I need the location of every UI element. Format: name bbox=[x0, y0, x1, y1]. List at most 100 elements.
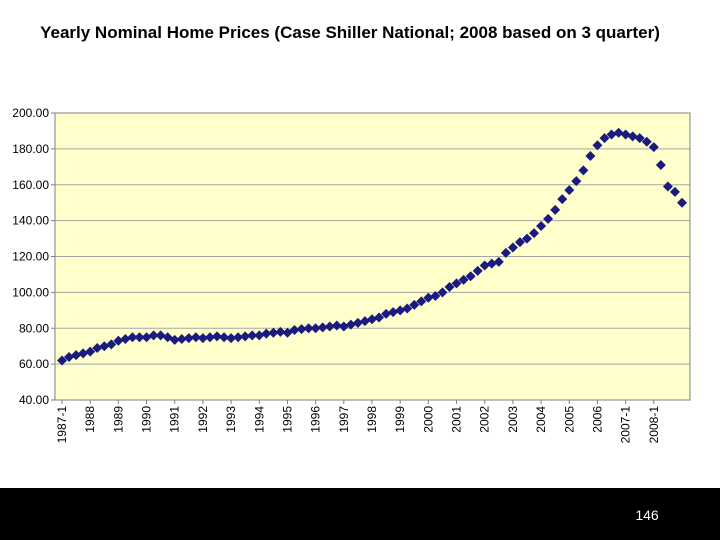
data-point bbox=[522, 233, 532, 244]
x-tick-label: 2000 bbox=[421, 406, 435, 433]
data-point bbox=[275, 326, 286, 337]
data-point bbox=[592, 140, 603, 151]
y-tick-label: 140.00 bbox=[12, 214, 49, 228]
x-tick-label: 2002 bbox=[478, 406, 492, 433]
data-point bbox=[627, 131, 638, 142]
x-tick-label: 1995 bbox=[280, 406, 294, 433]
data-point bbox=[388, 307, 399, 318]
x-tick-label: 1989 bbox=[111, 406, 125, 433]
data-point bbox=[437, 287, 448, 298]
x-tick-label: 2007-1 bbox=[619, 406, 633, 444]
data-point bbox=[247, 330, 258, 341]
data-point bbox=[155, 330, 166, 341]
data-point bbox=[620, 129, 631, 140]
x-tick-label: 2006 bbox=[590, 406, 604, 433]
data-point bbox=[423, 292, 434, 303]
data-point bbox=[493, 256, 504, 267]
data-point bbox=[367, 314, 377, 325]
data-point bbox=[465, 271, 476, 282]
x-tick-label: 1998 bbox=[365, 406, 379, 433]
data-point bbox=[57, 355, 67, 366]
data-point bbox=[233, 332, 244, 343]
data-point bbox=[134, 332, 145, 343]
data-point bbox=[183, 333, 194, 344]
data-point bbox=[430, 290, 441, 301]
data-point bbox=[169, 334, 180, 345]
data-point bbox=[190, 332, 201, 343]
data-point bbox=[543, 213, 554, 224]
data-point bbox=[78, 348, 89, 359]
data-point bbox=[648, 142, 659, 153]
data-point bbox=[268, 327, 279, 338]
chart-svg: 200.00 180.00 160.00 140.00 120.00 100.00 80.0… bbox=[12, 106, 691, 444]
data-point bbox=[120, 334, 131, 345]
data-point bbox=[289, 325, 300, 336]
data-point bbox=[99, 341, 110, 352]
data-point bbox=[296, 324, 307, 335]
y-tick-label: 80.00 bbox=[19, 321, 49, 335]
data-point bbox=[197, 333, 208, 344]
data-point bbox=[444, 281, 455, 292]
data-point bbox=[352, 317, 363, 328]
y-tick-label: 60.00 bbox=[19, 357, 49, 371]
x-tick-label: 2004 bbox=[534, 406, 548, 433]
data-point bbox=[331, 320, 342, 331]
data-point bbox=[557, 194, 568, 205]
data-point bbox=[141, 332, 152, 343]
data-point bbox=[599, 133, 610, 144]
data-point bbox=[662, 181, 673, 192]
data-point bbox=[500, 247, 511, 258]
data-point bbox=[514, 237, 525, 248]
data-point bbox=[127, 332, 138, 343]
data-point bbox=[655, 160, 666, 171]
data-point bbox=[359, 316, 370, 327]
data-point bbox=[550, 204, 561, 215]
data-point bbox=[148, 330, 159, 341]
data-point bbox=[472, 265, 483, 276]
data-point bbox=[64, 351, 75, 362]
x-tick-label: 2001 bbox=[450, 406, 464, 433]
data-point bbox=[324, 321, 335, 332]
x-tick-label: 1999 bbox=[393, 406, 407, 433]
data-point bbox=[507, 242, 518, 253]
x-tick-label: 1993 bbox=[224, 406, 238, 433]
x-tick-label: 1997 bbox=[337, 406, 351, 433]
data-point bbox=[204, 332, 215, 343]
data-point bbox=[402, 303, 413, 314]
data-point bbox=[486, 258, 497, 269]
data-point bbox=[176, 334, 187, 345]
chart-title: Yearly Nominal Home Prices (Case Shiller… bbox=[40, 23, 660, 42]
x-tick-label: 2005 bbox=[562, 406, 576, 433]
data-point bbox=[254, 330, 265, 341]
data-point bbox=[451, 278, 462, 289]
y-tick-label: 100.00 bbox=[12, 285, 49, 299]
data-point bbox=[578, 165, 589, 176]
x-tick-label: 1991 bbox=[168, 406, 182, 433]
data-point bbox=[634, 133, 645, 144]
data-point bbox=[71, 350, 82, 361]
data-point bbox=[529, 228, 540, 239]
data-point bbox=[585, 151, 596, 162]
x-tick-label: 1987-1 bbox=[55, 406, 69, 444]
y-tick-label: 180.00 bbox=[12, 142, 49, 156]
data-point bbox=[303, 323, 314, 334]
data-point bbox=[395, 305, 406, 316]
data-point bbox=[317, 322, 328, 333]
y-tick-label: 200.00 bbox=[12, 106, 49, 120]
data-point bbox=[606, 129, 617, 140]
x-tick-label: 1988 bbox=[83, 406, 97, 433]
data-point bbox=[226, 333, 237, 344]
data-point bbox=[345, 319, 356, 330]
data-point bbox=[677, 197, 687, 208]
y-tick-label: 40.00 bbox=[19, 393, 49, 407]
data-point bbox=[479, 260, 490, 271]
x-tick-label: 2008-1 bbox=[647, 406, 661, 444]
data-point bbox=[212, 331, 222, 342]
x-tick-label: 1996 bbox=[309, 406, 323, 433]
y-tick-label: 160.00 bbox=[12, 178, 49, 192]
data-point bbox=[310, 323, 321, 334]
data-point bbox=[571, 176, 582, 187]
data-point bbox=[641, 136, 652, 147]
data-point bbox=[92, 342, 103, 353]
data-point bbox=[669, 186, 680, 197]
